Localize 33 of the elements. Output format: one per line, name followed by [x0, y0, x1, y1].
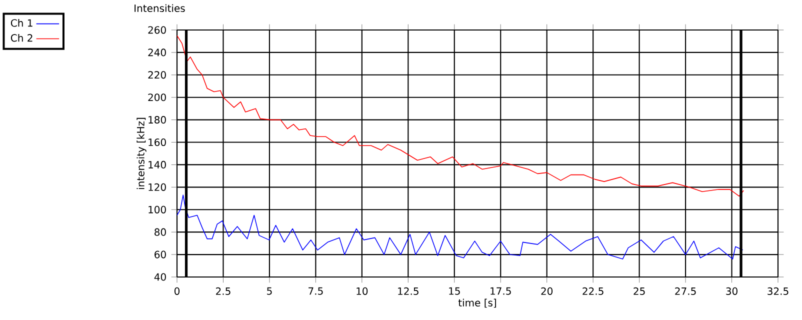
x-axis-title: time [s]	[458, 298, 496, 308]
x-tick-label: 12.5	[398, 287, 418, 295]
x-tick-label: 17.5	[490, 287, 511, 295]
y-tick-label: 180	[148, 116, 166, 124]
x-tick-label: 5	[267, 287, 272, 295]
x-tick-label: 25	[634, 287, 645, 295]
x-tick-label: 32.5	[768, 287, 788, 295]
y-tick-label: 120	[148, 183, 166, 191]
x-tick-label: 10	[356, 287, 368, 295]
legend-label: Ch 2	[10, 34, 32, 42]
x-tick-label: 22.5	[582, 287, 604, 295]
y-axis-title: intensity [kHz]	[136, 118, 146, 189]
x-tick-label: 20	[541, 287, 553, 295]
x-tick-label: 7.5	[308, 287, 323, 295]
line-series	[177, 194, 744, 260]
y-tick-label: 40	[154, 273, 166, 281]
chart-title: Intensities	[134, 4, 185, 12]
y-tick-label: 220	[148, 71, 166, 79]
y-tick-label: 260	[148, 26, 166, 34]
legend-label: Ch 1	[10, 19, 32, 27]
y-tick-label: 80	[154, 228, 166, 236]
y-tick-label: 160	[148, 138, 166, 146]
y-tick-label: 100	[148, 206, 166, 214]
y-tick-label: 140	[148, 160, 166, 169]
x-tick-label: 27.5	[675, 287, 696, 295]
y-tick-label: 60	[154, 250, 166, 258]
x-tick-label: 2.5	[216, 287, 230, 295]
x-tick-label: 15	[449, 287, 460, 295]
y-tick-label: 240	[148, 48, 166, 56]
x-tick-label: 0	[174, 287, 180, 295]
x-tick-label: 30	[726, 287, 738, 295]
line-series	[177, 35, 744, 197]
y-tick-label: 200	[148, 94, 166, 102]
